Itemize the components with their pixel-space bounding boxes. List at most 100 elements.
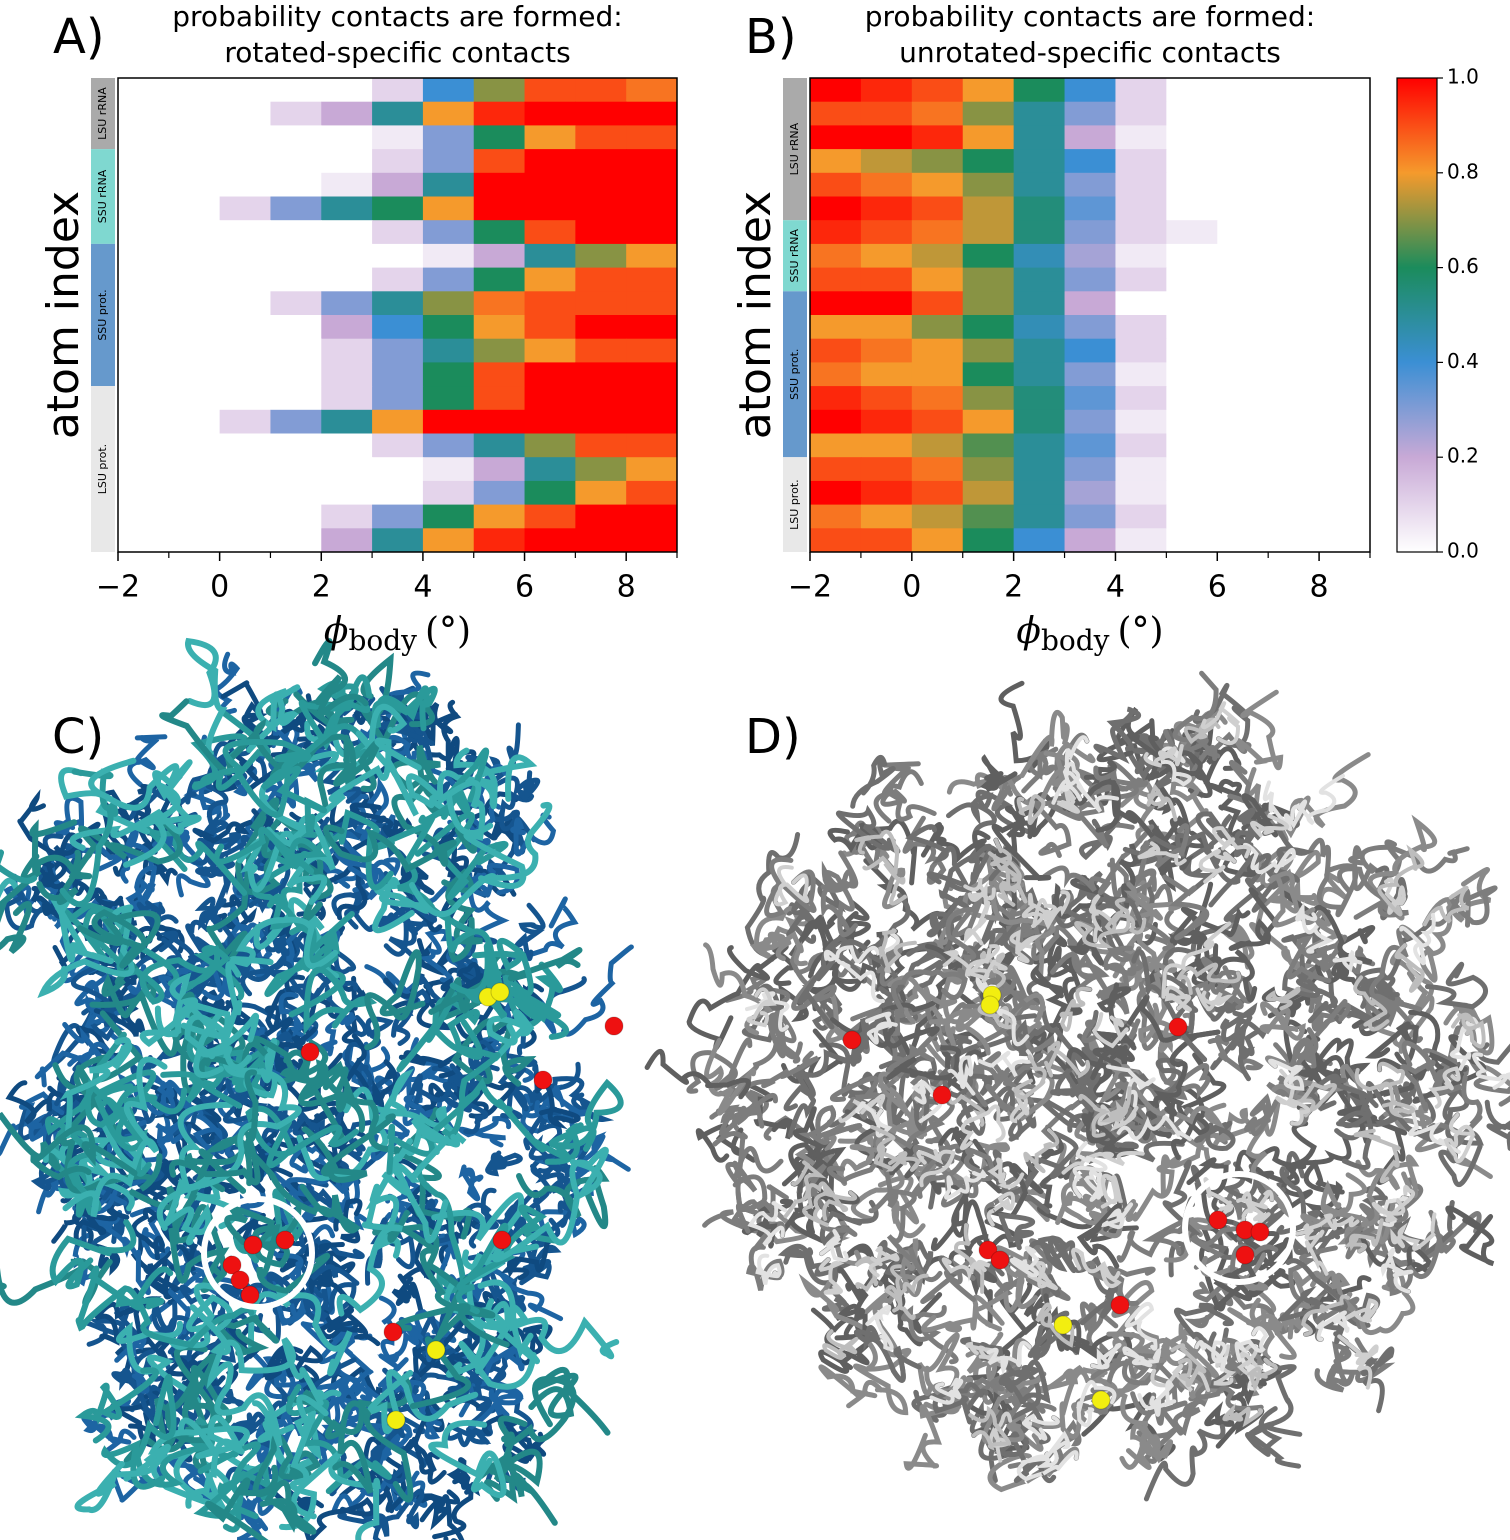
- heatmap-cell: [219, 196, 271, 221]
- group-label: LSU rRNA: [788, 122, 801, 175]
- heatmap-cell: [524, 528, 576, 553]
- heatmap-cell: [321, 149, 373, 174]
- molecule-strand: [963, 877, 996, 901]
- heatmap-cell: [321, 267, 373, 292]
- heatmap-cell: [270, 457, 322, 482]
- molecule-strand: [390, 759, 441, 856]
- heatmap-cell: [1013, 504, 1066, 529]
- atom-marker: [426, 1340, 446, 1360]
- molecule-strand: [84, 1078, 188, 1130]
- heatmap-cell: [473, 409, 526, 434]
- molecule-strand: [1035, 1302, 1075, 1348]
- heatmap-cell: [626, 528, 678, 553]
- molecule-strand: [1399, 912, 1436, 966]
- heatmap-cell: [911, 149, 964, 174]
- molecule-strand: [344, 1016, 394, 1072]
- molecule-strand: [543, 1145, 591, 1178]
- molecule-strand: [788, 1106, 822, 1195]
- molecule-strand: [941, 1257, 991, 1282]
- molecule-strand: [469, 1387, 525, 1431]
- heatmap-cell: [1268, 315, 1320, 340]
- heatmap-cell: [1064, 196, 1116, 221]
- molecule-strand: [947, 1055, 976, 1096]
- x-tick-label: 2: [1004, 570, 1023, 605]
- heatmap-cell: [422, 243, 475, 269]
- heatmap-cell: [422, 386, 475, 411]
- molecule-strand: [1213, 1264, 1259, 1311]
- heatmap-cell: [911, 480, 964, 506]
- heatmap-cell: [911, 101, 964, 126]
- heatmap-cell: [1013, 338, 1066, 363]
- heatmap-cell: [118, 457, 170, 482]
- heatmap-cell: [860, 480, 913, 506]
- heatmap-cell: [1166, 78, 1218, 103]
- molecule-strand: [1164, 985, 1192, 1012]
- heatmap-cell: [422, 78, 475, 103]
- heatmap-cell: [168, 196, 221, 221]
- x-tick-label: 8: [617, 570, 636, 605]
- molecule-strand: [1093, 706, 1142, 764]
- heatmap-cell: [321, 78, 373, 103]
- molecule-strand: [115, 1285, 255, 1349]
- heatmap-cell: [168, 409, 221, 434]
- heatmap-cell: [270, 172, 322, 197]
- heatmap-cell: [810, 338, 862, 363]
- heatmap-cell: [1217, 291, 1269, 316]
- molecule-strand: [911, 1145, 970, 1198]
- heatmap-cell: [168, 362, 221, 387]
- heatmap-cell: [1064, 504, 1116, 529]
- atom-marker: [990, 1250, 1010, 1270]
- heatmap-cell: [524, 125, 576, 150]
- heatmap-cell: [270, 291, 322, 316]
- molecule-strand: [1148, 734, 1203, 783]
- heatmap-cell: [1217, 101, 1269, 126]
- heatmap-cell: [1268, 78, 1320, 103]
- heatmap-cell: [1013, 528, 1066, 553]
- heatmap-cell: [911, 315, 964, 340]
- molecule-strand: [819, 1229, 849, 1263]
- x-label-unit: (°): [425, 611, 471, 652]
- heatmap-cell: [911, 220, 964, 245]
- molecule-strand: [1023, 1128, 1060, 1174]
- heatmap-cell: [372, 504, 424, 529]
- molecule-strand: [312, 638, 369, 717]
- heatmap-cell: [118, 528, 170, 553]
- molecule-strand: [253, 897, 340, 979]
- heatmap-cell: [1115, 409, 1167, 434]
- heatmap-cell: [626, 433, 678, 458]
- heatmap-cell: [860, 504, 913, 529]
- molecule-strand: [968, 1405, 1012, 1451]
- heatmap-cell: [626, 504, 678, 529]
- heatmap-cell: [219, 101, 271, 126]
- molecule-strand: [929, 1377, 964, 1405]
- group-label: SSU prot.: [788, 349, 801, 400]
- molecule-strand: [1212, 943, 1258, 1003]
- heatmap-cell: [219, 291, 271, 316]
- heatmap-cell: [372, 362, 424, 387]
- molecule-strand: [890, 1264, 916, 1320]
- molecule-strand: [1295, 901, 1335, 954]
- molecule-strand: [1187, 1363, 1264, 1411]
- molecule-strand: [982, 882, 1056, 980]
- heatmap-cell: [321, 196, 373, 221]
- molecule-strand: [1292, 1081, 1337, 1118]
- heatmap-cell: [1268, 528, 1320, 553]
- heatmap-cell: [1268, 101, 1320, 126]
- molecule-strand: [1222, 1403, 1264, 1428]
- heatmap-cell: [1115, 362, 1167, 387]
- molecule-strand: [1279, 1270, 1321, 1340]
- molecule-strand: [1218, 807, 1258, 846]
- molecule-strand: [497, 1376, 577, 1448]
- heatmap-cell: [1064, 362, 1116, 387]
- x-tick-label: 4: [413, 570, 432, 605]
- heatmap-cell: [1268, 125, 1320, 150]
- molecule-strand: [1125, 1154, 1175, 1223]
- x-label-symbol: ϕ: [324, 611, 349, 652]
- heatmap-cell: [860, 433, 913, 458]
- molecule-strand: [233, 765, 328, 836]
- heatmap-cell: [575, 457, 627, 482]
- heatmap-cell: [1319, 172, 1371, 197]
- molecule-strand: [743, 1050, 820, 1129]
- molecule-strand: [1064, 735, 1120, 813]
- heatmap-cell: [524, 220, 576, 245]
